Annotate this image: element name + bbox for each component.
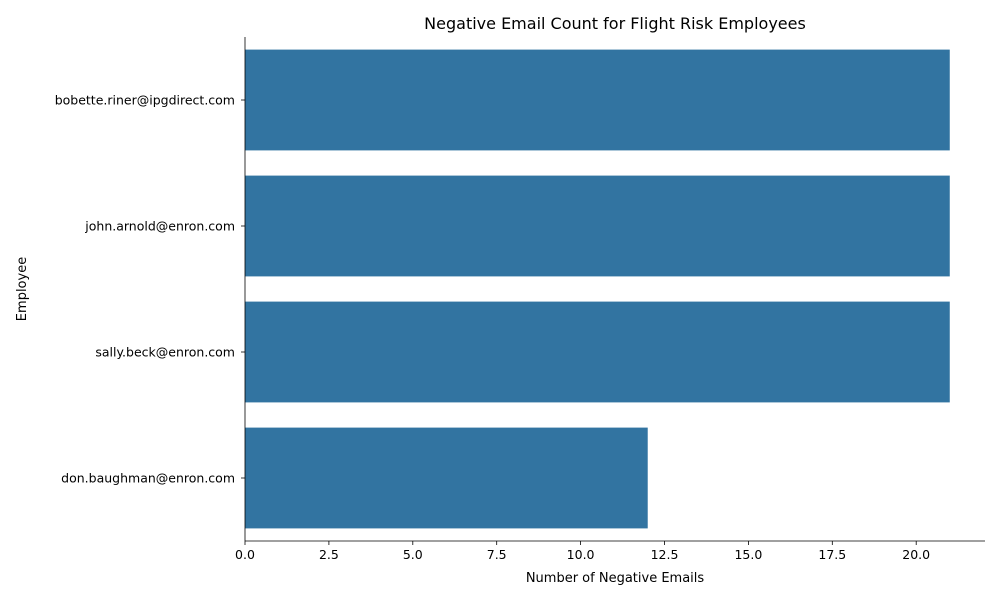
y-axis-label: Employee xyxy=(15,257,30,321)
x-tick-label: 15.0 xyxy=(734,547,762,562)
x-tick-label: 5.0 xyxy=(403,547,423,562)
x-tick-label: 20.0 xyxy=(902,547,930,562)
y-tick-label: sally.beck@enron.com xyxy=(95,345,235,360)
bars-group xyxy=(245,49,950,529)
bar-3 xyxy=(245,301,950,403)
chart-title: Negative Email Count for Flight Risk Emp… xyxy=(424,14,806,33)
x-axis-ticks: 0.0 2.5 5.0 7.5 10.0 12.5 15.0 17.5 20.0 xyxy=(235,541,930,562)
x-tick-label: 7.5 xyxy=(487,547,507,562)
y-tick-label: bobette.riner@ipgdirect.com xyxy=(55,93,235,108)
x-tick-label: 0.0 xyxy=(235,547,255,562)
bar-4 xyxy=(245,427,648,529)
x-tick-label: 2.5 xyxy=(319,547,339,562)
x-axis-label: Number of Negative Emails xyxy=(526,571,705,586)
y-axis-ticks: bobette.riner@ipgdirect.com john.arnold@e… xyxy=(55,93,245,486)
x-tick-label: 10.0 xyxy=(567,547,595,562)
x-tick-label: 17.5 xyxy=(818,547,846,562)
bar-1 xyxy=(245,49,950,151)
y-tick-label: don.baughman@enron.com xyxy=(61,471,235,486)
bar-2 xyxy=(245,175,950,277)
y-tick-label: john.arnold@enron.com xyxy=(84,219,235,234)
x-tick-label: 12.5 xyxy=(651,547,679,562)
